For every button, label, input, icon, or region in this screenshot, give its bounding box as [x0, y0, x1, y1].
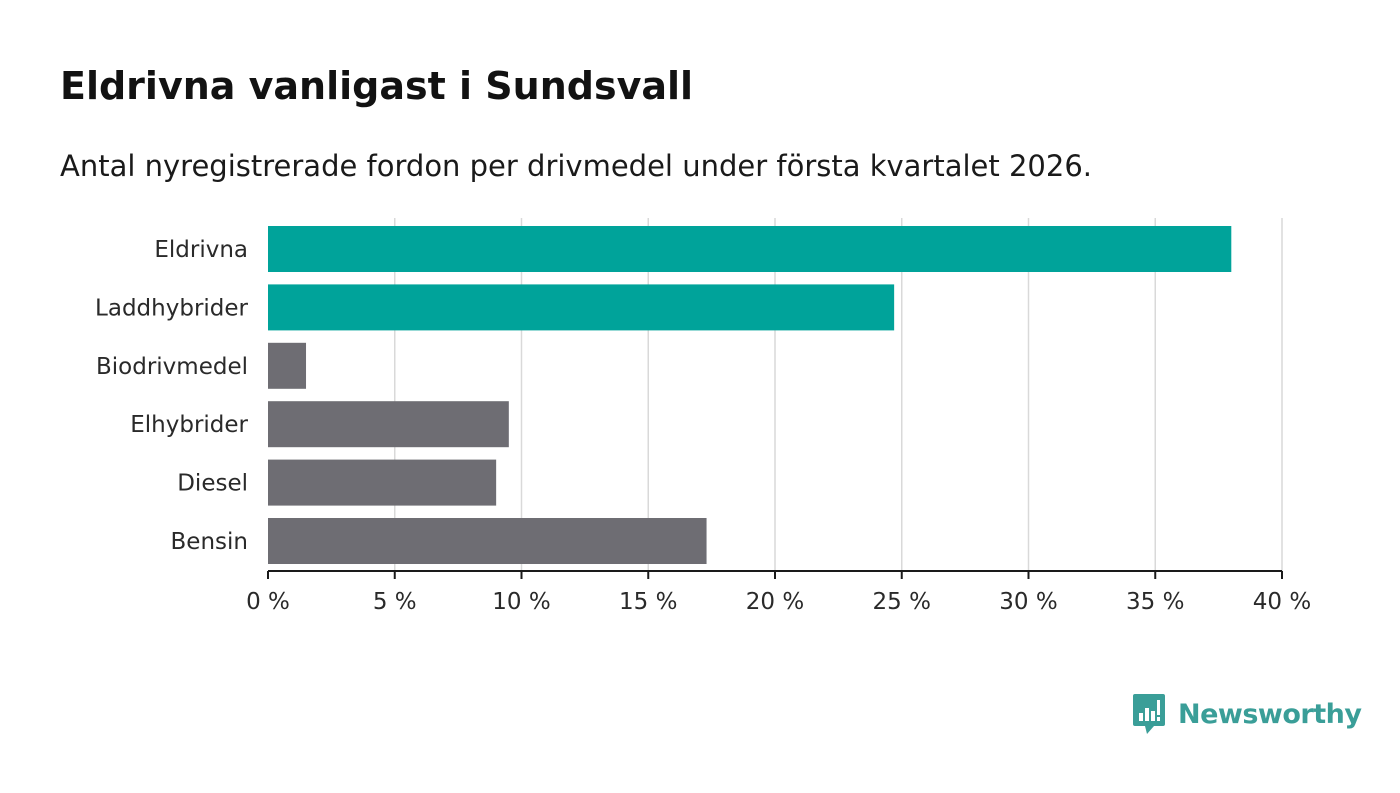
- bar-elhybrider: [268, 401, 509, 448]
- x-tick-label: 15 %: [619, 589, 677, 615]
- x-tick-label: 30 %: [999, 589, 1057, 615]
- bar-bensin: [268, 518, 707, 564]
- category-label: Bensin: [171, 529, 248, 555]
- x-tick-label: 20 %: [746, 589, 804, 615]
- bars: [268, 226, 1232, 564]
- gridlines: [394, 218, 1283, 571]
- x-tick-label: 35 %: [1126, 589, 1184, 615]
- category-label: Laddhybrider: [95, 295, 248, 321]
- chart-title: Eldrivna vanligast i Sundsvall: [60, 64, 694, 108]
- bar-chart-speech-bubble-icon: [1133, 694, 1165, 734]
- newsworthy-logo: Newsworthy: [1132, 692, 1362, 736]
- x-tick-label: 25 %: [873, 589, 931, 615]
- bar-laddhybrider: [268, 284, 895, 331]
- category-label: Diesel: [177, 471, 248, 497]
- category-label: Biodrivmedel: [96, 354, 248, 380]
- x-tick-label: 10 %: [492, 589, 550, 615]
- x-tick-label: 5 %: [373, 589, 417, 615]
- chart-subtitle: Antal nyregistrerade fordon per drivmede…: [60, 149, 1093, 183]
- bar-diesel: [268, 459, 497, 506]
- x-tick-label: 0 %: [246, 589, 290, 615]
- bar-biodrivmedel: [268, 342, 307, 389]
- x-tick-label: 40 %: [1253, 589, 1311, 615]
- bar-eldrivna: [268, 226, 1232, 272]
- bar-chart: 0 % 5 % 10 % 15 % 20 % 25 % 30 % 35 % 40 % Eldri…: [95, 218, 1311, 615]
- x-axis: 0 % 5 % 10 % 15 % 20 % 25 % 30 % 35 % 40 %: [246, 570, 1311, 615]
- category-label: Elhybrider: [130, 412, 248, 438]
- category-label: Eldrivna: [154, 237, 248, 263]
- logo-text: Newsworthy: [1178, 698, 1362, 730]
- category-labels: Eldrivna Laddhybrider Biodrivmedel Elhybrid…: [95, 237, 248, 555]
